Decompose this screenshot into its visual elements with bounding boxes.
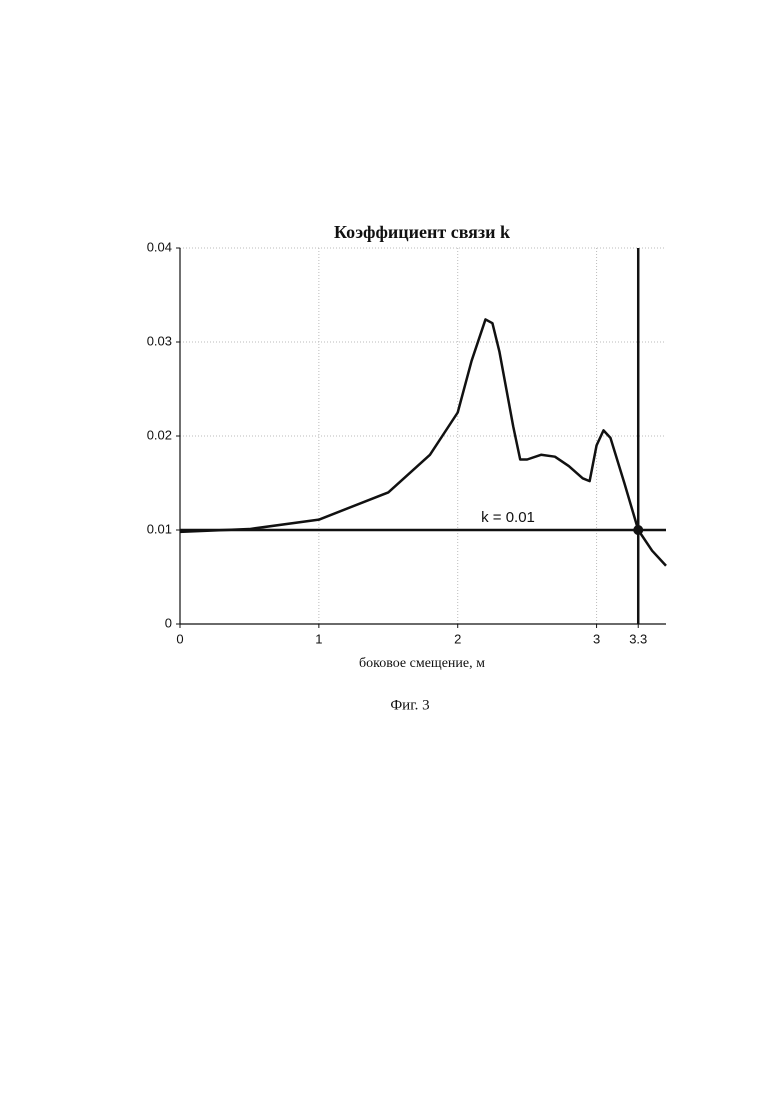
x-tick-label: 2 — [454, 631, 461, 646]
x-axis-label: боковое смещение, м — [359, 656, 485, 671]
threshold-label: k = 0.01 — [481, 509, 535, 526]
y-tick-label: 0.03 — [147, 333, 172, 348]
y-tick-label: 0.04 — [147, 239, 172, 254]
x-tick-label: 0 — [176, 631, 183, 646]
x-tick-label: 3 — [593, 631, 600, 646]
y-tick-label: 0.01 — [147, 521, 172, 536]
x-tick-label: 1 — [315, 631, 322, 646]
figure-caption: Фиг. 3 — [390, 697, 429, 713]
y-tick-label: 0.02 — [147, 427, 172, 442]
intersection-point — [633, 525, 643, 535]
page: Коэффициент связи k боковое смещение, м … — [0, 0, 780, 1103]
x-tick-label: 3.3 — [629, 631, 647, 646]
chart-title: Коэффициент связи k — [334, 222, 510, 242]
y-tick-label: 0 — [165, 615, 172, 630]
background — [0, 0, 780, 1103]
